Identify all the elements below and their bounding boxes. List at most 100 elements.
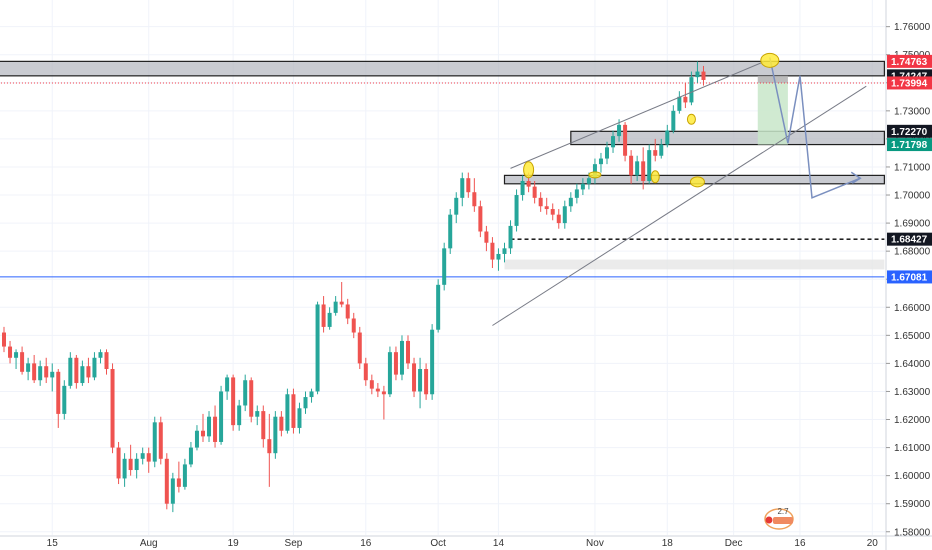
candle-body-12 [74,357,79,384]
candle-body-115 [695,71,700,78]
candle-body-61 [369,380,374,389]
candle-body-62 [375,388,380,392]
candle-body-114 [689,77,694,103]
time-tick-label-9: Dec [725,538,743,549]
price-tick-label-2: 1.60000 [894,471,931,482]
candle-body-65 [393,352,398,375]
candle-body-68 [412,363,417,392]
time-tick-label-1: Aug [140,538,158,549]
candle-body-39 [237,405,242,426]
candle-body-111 [671,110,676,131]
candle-body-116 [701,71,706,80]
candle-body-13 [80,366,85,384]
target-box [757,82,788,145]
candle-body-2 [14,352,19,358]
candle-body-104 [629,155,634,176]
price-label-4: 1.71798 [891,140,928,151]
candle-body-5 [32,363,37,381]
candle-body-79 [478,206,483,232]
candle-body-57 [345,304,350,319]
time-tick-label-10: 16 [794,538,806,549]
time-tick-label-4: 16 [360,538,372,549]
candle-body-24 [146,453,151,462]
candle-body-53 [321,304,326,327]
candle-body-34 [207,416,212,437]
price-label-bg-3 [887,124,932,138]
price-label-3: 1.72270 [891,127,928,138]
highlight-ellipse-3 [686,113,696,125]
highlight-ellipse-5 [760,52,780,68]
candle-body-76 [460,178,465,198]
candle-body-105 [635,161,640,176]
candle-body-21 [128,458,133,471]
time-tick-label-0: 15 [47,538,59,549]
candle-body-22 [134,458,139,471]
candle-body-6 [38,366,43,381]
candle-body-11 [68,357,73,386]
candle-body-102 [617,124,622,137]
time-tick-label-6: 14 [493,538,505,549]
candle-body-36 [219,391,224,442]
candle-body-32 [194,430,199,448]
grid-lines [0,0,886,535]
time-tick-label-2: 19 [228,538,240,549]
candle-body-93 [562,206,567,224]
price-tick-label-11: 1.69000 [894,219,931,230]
candle-body-97 [586,178,591,184]
candle-body-60 [363,363,368,381]
candle-body-17 [104,352,109,370]
candle-body-15 [92,357,97,378]
candle-body-107 [647,150,652,181]
candle-body-29 [176,478,181,487]
candle-body-43 [261,411,266,440]
watermark-badge: 2.7 [764,507,794,530]
annotation-zones [0,60,885,278]
highlight-ellipse-0 [523,161,535,179]
candle-body-83 [502,248,507,254]
candle-body-84 [508,225,513,249]
candle-body-26 [158,422,163,459]
candle-body-14 [86,366,91,378]
candle-body-112 [677,96,682,111]
candle-body-72 [436,284,441,330]
candle-body-86 [520,180,525,196]
channel-line-0 [510,61,764,169]
candle-body-73 [442,248,447,285]
candle-body-20 [122,458,127,479]
price-label-bg-6 [887,270,932,284]
candle-body-71 [430,329,435,395]
candle-body-113 [683,96,688,103]
candle-body-9 [56,371,61,414]
stop-box [757,75,788,83]
price-tick-label-15: 1.73000 [894,106,931,117]
candle-body-37 [225,377,230,392]
price-label-5: 1.68427 [891,235,928,246]
candle-body-51 [309,391,314,398]
candle-body-109 [659,144,664,156]
price-tick-label-7: 1.65000 [894,331,931,342]
price-label-bg-4 [887,138,932,152]
candle-body-25 [152,422,157,462]
candle-body-99 [598,158,603,165]
channel-line-1 [492,85,867,326]
candle-body-44 [267,439,272,454]
candle-body-16 [98,352,103,358]
candle-body-106 [641,161,646,181]
price-labels: 1.747631.742471.739941.722701.717981.684… [887,54,932,284]
candle-body-27 [164,458,169,504]
candle-body-8 [50,371,55,378]
candle-body-40 [243,380,248,406]
candle-body-18 [110,369,115,448]
candle-body-41 [249,380,254,417]
price-tick-label-18: 1.76000 [894,22,931,33]
candle-body-78 [472,192,477,207]
candle-body-70 [424,369,429,395]
candle-body-59 [357,332,362,364]
candle-body-30 [182,464,187,487]
projection-arrow-head [850,171,862,184]
candle-body-69 [418,369,423,392]
candle-body-108 [653,150,658,156]
annotation-drawings [492,52,867,326]
time-axis[interactable]: 15 Aug 19 Sep 16 Oct 14 Nov 18 Dec 16 20 [0,535,932,549]
